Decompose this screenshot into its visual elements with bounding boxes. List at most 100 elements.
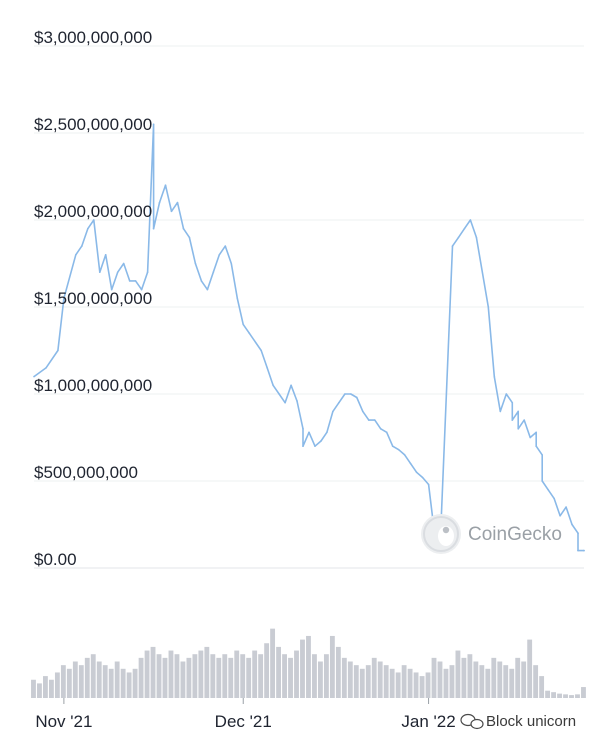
price-point bbox=[373, 419, 376, 421]
price-point bbox=[98, 271, 101, 274]
volume-bar bbox=[306, 635, 311, 698]
price-point bbox=[176, 201, 179, 204]
price-point bbox=[128, 280, 131, 282]
gridlines bbox=[34, 45, 584, 569]
volume-bar bbox=[31, 679, 36, 698]
volume-bar bbox=[252, 650, 258, 698]
price-point bbox=[75, 254, 77, 256]
price-point bbox=[547, 488, 549, 491]
volume-bar bbox=[401, 665, 407, 698]
volume-bar bbox=[240, 654, 246, 698]
volume-bar bbox=[222, 654, 228, 698]
volume-bar bbox=[365, 665, 371, 698]
price-point bbox=[523, 419, 526, 421]
price-point bbox=[194, 262, 197, 265]
y-tick-label: $1,000,000,000 bbox=[34, 376, 152, 395]
y-tick-label: $0.00 bbox=[34, 550, 77, 569]
price-point bbox=[170, 210, 173, 213]
x-tick-label: Dec '21 bbox=[215, 712, 272, 731]
price-point bbox=[379, 428, 382, 430]
price-point bbox=[541, 480, 543, 482]
price-point bbox=[200, 280, 203, 282]
price-point bbox=[164, 184, 167, 186]
volume-bar bbox=[407, 668, 413, 698]
price-point bbox=[535, 445, 537, 448]
volume-bar bbox=[395, 672, 401, 698]
price-point bbox=[356, 396, 358, 399]
price-point bbox=[152, 227, 155, 230]
price-point bbox=[577, 532, 579, 534]
price-point bbox=[296, 400, 298, 402]
volume-bar bbox=[294, 650, 299, 698]
volume-bar bbox=[48, 679, 54, 698]
volume-bar bbox=[575, 694, 580, 698]
watermark-text: CoinGecko bbox=[468, 524, 562, 545]
price-point bbox=[583, 549, 585, 552]
volume-bar bbox=[96, 661, 102, 698]
footer-text: Block unicorn bbox=[486, 713, 576, 730]
volume-bar bbox=[168, 650, 174, 698]
volume-bar bbox=[282, 654, 287, 698]
volume-bar bbox=[455, 650, 461, 698]
volume-bar bbox=[72, 661, 78, 698]
price-point bbox=[314, 445, 316, 448]
volume-bar bbox=[431, 657, 437, 698]
volume-bar bbox=[383, 665, 389, 698]
price-point bbox=[326, 431, 328, 434]
price-point bbox=[517, 410, 520, 413]
price-point bbox=[266, 367, 268, 369]
price-point bbox=[487, 306, 490, 308]
volume-bar bbox=[108, 668, 114, 698]
x-tick-label: Jan '22 bbox=[401, 712, 455, 731]
volume-bar bbox=[419, 676, 425, 698]
price-point bbox=[260, 349, 262, 352]
volume-bar bbox=[156, 654, 162, 698]
price-point bbox=[415, 471, 418, 474]
volume-bar bbox=[42, 676, 48, 698]
volume-bar bbox=[335, 646, 341, 698]
gecko-logo-icon bbox=[421, 514, 461, 554]
price-point bbox=[338, 401, 340, 404]
price-point bbox=[493, 375, 496, 378]
volume-bar bbox=[377, 661, 383, 698]
x-axis-tick-labels: Nov '21 Dec '21 Jan '22 bbox=[35, 698, 456, 731]
price-point bbox=[284, 401, 286, 404]
price-point bbox=[332, 410, 334, 413]
price-point bbox=[511, 419, 514, 421]
x-tick-label: Nov '21 bbox=[35, 712, 92, 731]
price-point bbox=[242, 323, 245, 326]
volume-bar bbox=[353, 665, 359, 698]
volume-bar bbox=[270, 628, 276, 698]
chat-bubble-icon bbox=[460, 713, 484, 730]
volume-bar bbox=[521, 661, 527, 698]
price-point bbox=[409, 462, 412, 465]
volume-bar bbox=[78, 665, 84, 698]
price-point bbox=[571, 523, 573, 526]
volume-bar bbox=[132, 668, 138, 698]
volume-bar bbox=[497, 661, 503, 698]
volume-bar bbox=[234, 650, 240, 698]
volume-bar bbox=[443, 668, 449, 698]
price-point bbox=[134, 280, 137, 282]
volume-bar bbox=[545, 690, 551, 698]
volume-bar bbox=[467, 654, 473, 698]
volume-bar bbox=[563, 694, 568, 698]
price-point bbox=[391, 445, 394, 448]
volume-bar bbox=[150, 646, 156, 698]
volume-bar bbox=[216, 657, 222, 698]
volume-bar bbox=[84, 657, 90, 698]
price-point bbox=[565, 506, 567, 508]
y-tick-label: $2,000,000,000 bbox=[34, 202, 152, 221]
volume-bar bbox=[138, 657, 144, 698]
price-point bbox=[511, 401, 514, 404]
price-point bbox=[541, 454, 543, 456]
price-point bbox=[140, 288, 143, 291]
price-point bbox=[116, 271, 119, 274]
price-point bbox=[272, 384, 274, 387]
volume-bar bbox=[192, 654, 198, 698]
price-point bbox=[146, 271, 149, 274]
price-point bbox=[367, 419, 370, 421]
price-line bbox=[33, 123, 584, 552]
volume-bar bbox=[317, 661, 323, 698]
